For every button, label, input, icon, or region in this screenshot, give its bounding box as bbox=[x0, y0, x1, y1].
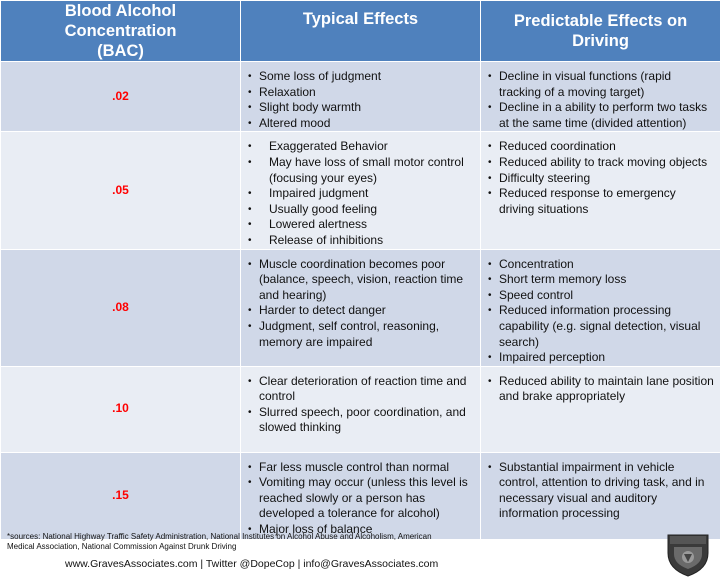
typical-effects-list: Far less muscle control than normalVomit… bbox=[241, 453, 480, 538]
table-row: .15Far less muscle control than normalVo… bbox=[1, 452, 720, 539]
list-item: Vomiting may occur (unless this level is… bbox=[241, 475, 474, 522]
driving-effects-list: Decline in visual functions (rapid track… bbox=[481, 62, 720, 131]
list-item: Difficulty steering bbox=[481, 171, 714, 187]
list-item: Concentration bbox=[481, 257, 714, 273]
driving-effects-cell: Decline in visual functions (rapid track… bbox=[481, 62, 720, 132]
bac-value: .15 bbox=[1, 452, 241, 539]
list-item: Substantial impairment in vehicle contro… bbox=[481, 460, 714, 522]
table-row: .02Some loss of judgmentRelaxationSlight… bbox=[1, 62, 720, 132]
list-item: Some loss of judgment bbox=[241, 69, 474, 85]
typical-effects-list: Muscle coordination becomes poor (balanc… bbox=[241, 250, 480, 351]
list-item: Decline in visual functions (rapid track… bbox=[481, 69, 714, 100]
list-item: Reduced information processing capabilit… bbox=[481, 303, 714, 350]
typical-effects-cell: Some loss of judgmentRelaxationSlight bo… bbox=[241, 62, 481, 132]
sources-footnote: *sources: National Highway Traffic Safet… bbox=[7, 532, 457, 552]
typical-effects-list: Some loss of judgmentRelaxationSlight bo… bbox=[241, 62, 480, 131]
list-item: Reduced coordination bbox=[481, 139, 714, 155]
contact-line: www.GravesAssociates.com | Twitter @Dope… bbox=[65, 558, 438, 570]
bac-value: .10 bbox=[1, 366, 241, 452]
table-row: .08Muscle coordination becomes poor (bal… bbox=[1, 249, 720, 366]
header-row: Blood Alcohol Concentration (BAC) Typica… bbox=[1, 1, 720, 62]
driving-effects-list: Reduced coordinationReduced ability to t… bbox=[481, 132, 720, 217]
list-item: Harder to detect danger bbox=[241, 303, 474, 319]
list-item: Exaggerated Behavior bbox=[241, 139, 474, 155]
list-item: Lowered alertness bbox=[241, 217, 474, 233]
header-typical-effects: Typical Effects bbox=[241, 1, 481, 62]
list-item: Judgment, self control, reasoning, memor… bbox=[241, 319, 474, 350]
list-item: Reduced ability to track moving objects bbox=[481, 155, 714, 171]
list-item: Speed control bbox=[481, 288, 714, 304]
list-item: Short term memory loss bbox=[481, 272, 714, 288]
graves-logo bbox=[664, 527, 712, 577]
list-item: Impaired perception bbox=[481, 350, 714, 366]
typical-effects-cell: Clear deterioration of reaction time and… bbox=[241, 366, 481, 452]
list-item: Clear deterioration of reaction time and… bbox=[241, 374, 474, 405]
driving-effects-list: Substantial impairment in vehicle contro… bbox=[481, 453, 720, 522]
driving-effects-cell: Reduced ability to maintain lane positio… bbox=[481, 366, 720, 452]
typical-effects-list: Exaggerated BehaviorMay have loss of sma… bbox=[241, 132, 480, 248]
list-item: May have loss of small motor control (fo… bbox=[241, 155, 474, 186]
list-item: Reduced response to emergency driving si… bbox=[481, 186, 714, 217]
driving-effects-list: ConcentrationShort term memory lossSpeed… bbox=[481, 250, 720, 366]
driving-effects-cell: Reduced coordinationReduced ability to t… bbox=[481, 132, 720, 249]
bac-value: .08 bbox=[1, 249, 241, 366]
table-row: .10Clear deterioration of reaction time … bbox=[1, 366, 720, 452]
list-item: Slurred speech, poor coordination, and s… bbox=[241, 405, 474, 436]
list-item: Altered mood bbox=[241, 116, 474, 132]
list-item: Relaxation bbox=[241, 85, 474, 101]
typical-effects-cell: Exaggerated BehaviorMay have loss of sma… bbox=[241, 132, 481, 249]
list-item: Impaired judgment bbox=[241, 186, 474, 202]
list-item: Far less muscle control than normal bbox=[241, 460, 474, 476]
list-item: Reduced ability to maintain lane positio… bbox=[481, 374, 714, 405]
header-driving-effects: Predictable Effects on Driving bbox=[481, 1, 720, 62]
list-item: Release of inhibitions bbox=[241, 233, 474, 249]
bac-value: .05 bbox=[1, 132, 241, 249]
bac-effects-table: Blood Alcohol Concentration (BAC) Typica… bbox=[0, 0, 720, 540]
typical-effects-cell: Far less muscle control than normalVomit… bbox=[241, 452, 481, 539]
driving-effects-list: Reduced ability to maintain lane positio… bbox=[481, 367, 720, 405]
table-row: .05Exaggerated BehaviorMay have loss of … bbox=[1, 132, 720, 249]
list-item: Muscle coordination becomes poor (balanc… bbox=[241, 257, 474, 304]
typical-effects-cell: Muscle coordination becomes poor (balanc… bbox=[241, 249, 481, 366]
list-item: Slight body warmth bbox=[241, 100, 474, 116]
typical-effects-list: Clear deterioration of reaction time and… bbox=[241, 367, 480, 436]
header-bac: Blood Alcohol Concentration (BAC) bbox=[1, 1, 241, 62]
list-item: Usually good feeling bbox=[241, 202, 474, 218]
driving-effects-cell: ConcentrationShort term memory lossSpeed… bbox=[481, 249, 720, 366]
bac-value: .02 bbox=[1, 62, 241, 132]
list-item: Decline in a ability to perform two task… bbox=[481, 100, 714, 131]
